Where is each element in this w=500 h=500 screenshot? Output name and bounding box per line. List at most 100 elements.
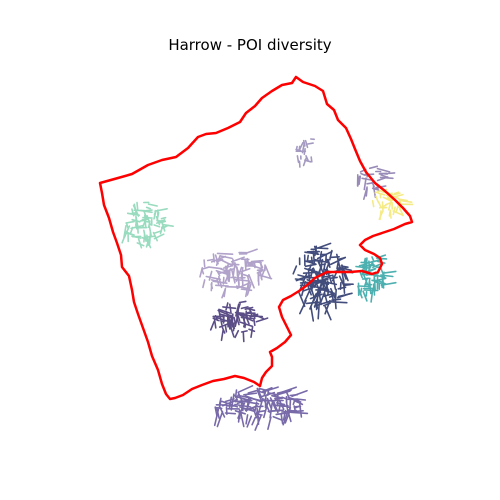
street-segment — [212, 253, 216, 263]
street-segment — [214, 254, 219, 265]
street-segment — [284, 410, 291, 424]
street-segment — [139, 219, 146, 222]
street-segment — [331, 267, 340, 282]
street-segment — [376, 257, 388, 260]
street-segment — [216, 278, 220, 286]
street-clusters — [121, 138, 414, 431]
street-segment — [302, 156, 308, 167]
cluster-west-green — [121, 201, 174, 249]
borough-boundary — [98, 75, 414, 401]
street-segment — [381, 281, 397, 286]
street-segment — [371, 200, 375, 208]
street-segment — [322, 274, 333, 278]
street-segment — [224, 412, 237, 415]
street-segment — [222, 398, 239, 407]
street-segment — [315, 297, 319, 311]
street-segment — [245, 315, 250, 325]
street-segment — [281, 409, 298, 413]
street-segment — [264, 265, 272, 280]
street-segment — [371, 256, 375, 262]
street-segment — [251, 416, 256, 426]
street-segment — [377, 279, 387, 285]
street-segment — [379, 176, 394, 180]
street-segment — [242, 312, 246, 329]
street-segment — [309, 293, 317, 310]
street-segment — [225, 285, 241, 289]
street-segment — [223, 287, 227, 298]
street-segment — [393, 191, 400, 195]
street-segment — [225, 265, 230, 280]
street-segment — [362, 290, 368, 302]
street-segment — [237, 314, 241, 322]
street-segment — [275, 402, 286, 406]
street-segment — [380, 273, 385, 287]
street-segment — [245, 310, 248, 319]
street-segment — [267, 416, 272, 431]
street-segment — [213, 408, 220, 427]
street-segment — [256, 389, 263, 401]
street-segment — [137, 238, 143, 249]
street-segment — [262, 400, 269, 419]
cluster-northeast-small — [295, 138, 316, 168]
street-segment — [282, 409, 287, 421]
street-segment — [246, 248, 258, 254]
street-segment — [160, 225, 167, 229]
street-segment — [305, 155, 309, 161]
street-segment — [378, 172, 388, 175]
street-segment — [292, 265, 298, 275]
street-segment — [216, 410, 224, 428]
street-segment — [230, 256, 245, 263]
street-segment — [384, 197, 394, 202]
street-segment — [327, 272, 333, 285]
street-segment — [258, 387, 269, 392]
street-segment — [365, 187, 368, 197]
street-segment — [152, 231, 158, 242]
street-segment — [235, 266, 243, 282]
street-segment — [210, 283, 214, 290]
street-segment — [290, 411, 309, 415]
street-segment — [358, 175, 362, 185]
street-segment — [145, 206, 151, 210]
street-segment — [219, 255, 233, 260]
street-segment — [306, 254, 310, 263]
street-segment — [248, 328, 256, 333]
street-segment — [258, 391, 276, 398]
street-segment — [243, 392, 258, 396]
street-segment — [361, 264, 376, 268]
street-segment — [368, 165, 379, 170]
street-segment — [296, 155, 300, 164]
street-segment — [317, 302, 321, 320]
street-segment — [304, 139, 309, 149]
street-segment — [371, 187, 380, 191]
street-segment — [244, 306, 254, 311]
street-segment — [153, 210, 157, 216]
street-segment — [160, 216, 167, 220]
street-segment — [161, 220, 166, 232]
street-segment — [272, 415, 283, 421]
street-segment — [234, 389, 238, 399]
street-segment — [224, 324, 228, 333]
street-segment — [123, 225, 127, 239]
street-segment — [306, 142, 314, 145]
street-segment — [368, 280, 372, 295]
street-segment — [216, 252, 234, 255]
street-segment — [222, 264, 234, 269]
street-segment — [299, 273, 308, 290]
street-segment — [206, 258, 214, 262]
street-segment — [274, 398, 282, 402]
street-segment — [372, 185, 377, 199]
street-segment — [247, 281, 251, 291]
street-segment — [363, 277, 368, 288]
street-segment — [250, 326, 254, 339]
street-segment — [246, 275, 250, 283]
street-segment — [291, 389, 308, 398]
street-segment — [222, 306, 237, 310]
street-segment — [234, 311, 245, 315]
street-segment — [219, 267, 231, 274]
street-segment — [298, 299, 307, 315]
street-segment — [381, 282, 385, 289]
street-segment — [250, 259, 264, 263]
street-segment — [392, 206, 396, 216]
street-segment — [143, 229, 147, 243]
